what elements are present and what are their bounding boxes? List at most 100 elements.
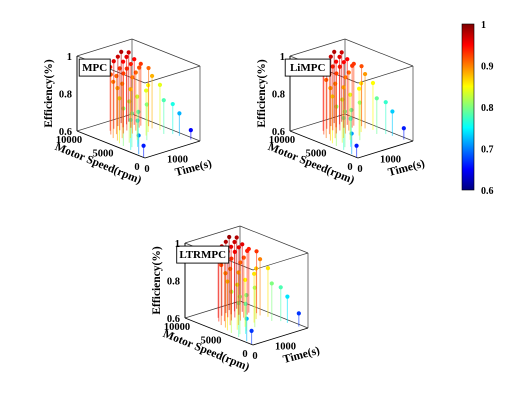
colorbar-tick-label: 0.6 — [481, 186, 494, 197]
data-point — [126, 50, 131, 55]
data-point — [390, 109, 395, 114]
data-point — [359, 64, 364, 69]
box-edge — [184, 225, 241, 244]
data-point — [236, 245, 241, 250]
colorbar: 1 0.9 0.8 0.7 0.6 — [461, 20, 494, 197]
data-point — [334, 59, 339, 64]
data-point — [374, 96, 379, 101]
data-point — [115, 54, 120, 59]
z-axis-label: Efficiency(%) — [256, 59, 268, 128]
chart-panel-mpc: MPC 0.6 0.8 1 0 5000 10000 0 1000 Effici… — [43, 38, 213, 187]
data-point — [161, 98, 166, 103]
x-tick-label: 1000 — [275, 342, 296, 353]
box-edge — [344, 38, 414, 67]
box-edge — [131, 113, 201, 142]
box-edge — [76, 130, 146, 159]
z-tick-label: 0.8 — [59, 90, 72, 101]
y-tick-label: 0 — [242, 349, 247, 360]
box-edge — [344, 113, 414, 142]
data-point — [296, 311, 301, 316]
data-points — [108, 49, 193, 158]
chart-title-frame — [176, 245, 230, 264]
x-tick-label: 0 — [357, 164, 362, 175]
data-point — [257, 257, 263, 262]
data-point — [362, 71, 368, 77]
data-point — [345, 57, 350, 62]
data-point — [229, 244, 234, 249]
colorbar-tick-label: 0.7 — [481, 145, 494, 156]
chart-panel-limpc: LiMPC 0.6 0.8 1 0 5000 10000 0 1000 Effi… — [256, 38, 426, 187]
data-point — [132, 57, 137, 62]
box-edge — [289, 130, 359, 159]
z-axis-label: Efficiency(%) — [151, 246, 163, 315]
box-edge — [239, 300, 309, 329]
data-point — [144, 88, 149, 93]
z-tick-label: 0.8 — [167, 277, 180, 288]
box-edge — [184, 317, 254, 346]
box-edge — [144, 140, 201, 159]
y-tick-label: 10000 — [164, 322, 190, 333]
z-tick-label: 1 — [67, 52, 72, 63]
z-tick-label: 1 — [175, 239, 180, 250]
chart-title-frame — [284, 58, 331, 77]
data-point — [146, 65, 151, 71]
data-point — [124, 54, 129, 59]
data-point — [119, 49, 124, 54]
chart-title: MPC — [82, 62, 107, 74]
data-point — [249, 328, 254, 333]
data-point — [354, 143, 359, 148]
y-tick-label: 5000 — [201, 336, 222, 347]
data-point — [223, 239, 228, 244]
data-point — [383, 100, 388, 105]
chart-title-box: LTRMPC — [176, 245, 230, 264]
colorbar-tick-label: 0.9 — [481, 62, 494, 73]
data-point — [339, 50, 344, 55]
box-edge — [131, 38, 201, 67]
chart-title: LTRMPC — [179, 249, 226, 261]
data-point — [234, 235, 239, 240]
data-point — [370, 80, 376, 86]
y-tick-label: 10000 — [56, 135, 82, 146]
chart-title-box: LiMPC — [284, 58, 331, 77]
data-point — [341, 60, 346, 65]
chart-title-box: MPC — [78, 58, 111, 77]
data-point — [227, 234, 232, 240]
data-point — [240, 242, 245, 247]
data-point — [254, 249, 259, 254]
y-tick-label: 5000 — [306, 149, 327, 160]
data-point — [265, 265, 271, 271]
data-point — [246, 246, 251, 252]
y-tick-label: 5000 — [93, 149, 114, 160]
z-axis-label: Efficiency(%) — [43, 59, 55, 128]
data-point — [128, 61, 133, 67]
data-point — [357, 86, 362, 91]
z-tick-label: 0.6 — [272, 127, 285, 138]
box-edge — [357, 65, 414, 84]
chart-title-frame — [78, 58, 111, 77]
colorbar-tick-label: 1 — [481, 20, 486, 31]
z-tick-label: 0.6 — [167, 314, 180, 325]
chart-title: LiMPC — [290, 62, 325, 74]
box-edge — [357, 140, 414, 159]
data-point — [177, 111, 182, 116]
data-point — [232, 239, 237, 245]
z-tick-label: 1 — [280, 52, 285, 63]
data-point — [138, 61, 143, 66]
data-point — [401, 126, 406, 131]
data-point — [328, 54, 333, 59]
y-tick-label: 0 — [347, 162, 352, 173]
box-edge — [144, 65, 201, 84]
box-edge — [252, 252, 309, 271]
data-point — [351, 61, 356, 66]
x-tick-label: 0 — [144, 164, 149, 175]
x-tick-label: 1000 — [380, 155, 401, 166]
data-point — [188, 128, 193, 133]
box-edge — [252, 327, 309, 346]
data-point — [252, 271, 257, 276]
box-edge — [289, 38, 346, 57]
data-point — [141, 143, 146, 148]
data-point — [111, 59, 116, 64]
data-point — [149, 73, 155, 79]
data-point — [332, 49, 337, 54]
